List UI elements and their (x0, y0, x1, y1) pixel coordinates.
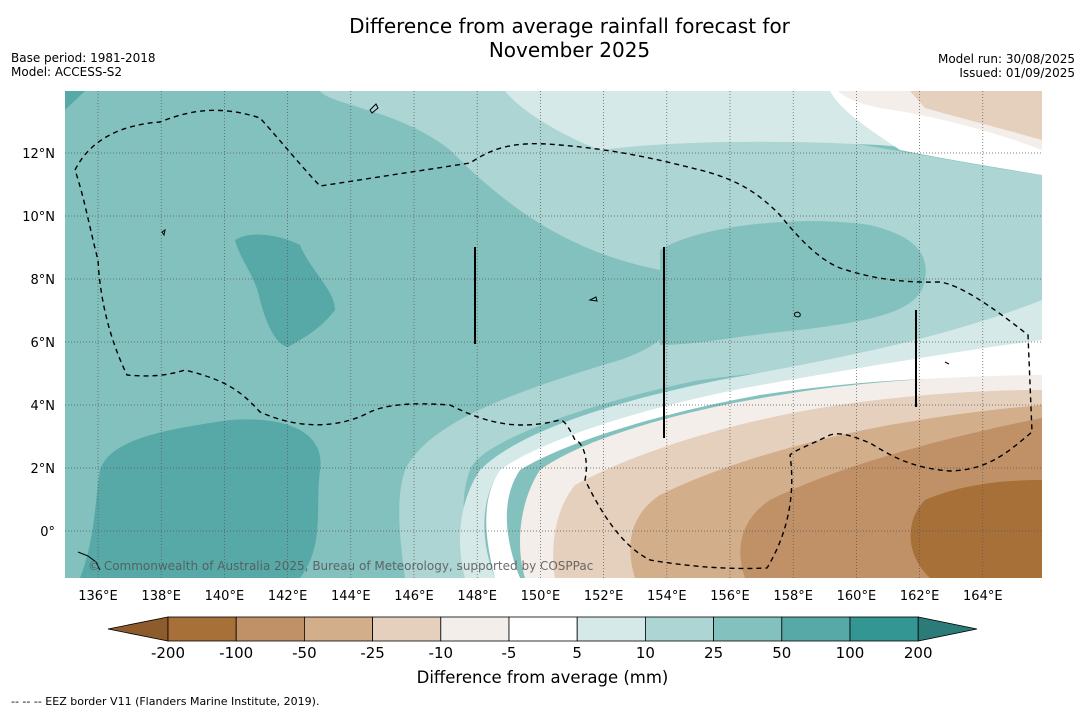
colorbar-tick-label: 50 (772, 644, 791, 662)
colorbar-tick-label: -10 (429, 644, 454, 662)
lat-label: 10°N (22, 210, 55, 225)
lon-label: 144°E (331, 589, 371, 604)
lon-label: 160°E (837, 589, 877, 604)
lat-label: 6°N (31, 336, 56, 351)
lon-label: 158°E (773, 589, 813, 604)
colorbar-tick-label: 25 (704, 644, 723, 662)
meta-left: Base period: 1981-2018 Model: ACCESS-S2 (11, 51, 156, 79)
island (588, 296, 598, 302)
lon-label: 138°E (141, 589, 181, 604)
colorbar-swatch (440, 616, 510, 642)
islands (77, 103, 950, 571)
lon-label: 162°E (900, 589, 940, 604)
colorbar-tick-label: -5 (502, 644, 517, 662)
lat-label: 4°N (31, 399, 56, 414)
colorbar-swatch (167, 616, 237, 642)
lat-label: 2°N (31, 462, 56, 477)
field-minus100-200 (910, 480, 1042, 578)
colorbar-swatch (645, 616, 715, 642)
colorbar-tick-label: 10 (636, 644, 655, 662)
colorbar-tick-label: 100 (836, 644, 865, 662)
colorbar-extend-high (917, 616, 978, 642)
copyright-text: © Commonwealth of Australia 2025, Bureau… (88, 559, 593, 573)
map-title: Difference from average rainfall forecas… (0, 14, 1085, 62)
eez-border (74, 109, 1033, 570)
lon-label: 156°E (710, 589, 750, 604)
island (944, 361, 950, 365)
lon-label: 148°E (457, 589, 497, 604)
island (161, 228, 166, 237)
eez-footnote: -- -- -- EEZ border V11 (Flanders Marine… (11, 695, 320, 708)
model-text: Model: ACCESS-S2 (11, 65, 123, 79)
field-50-100-center (235, 234, 335, 347)
title-line-2: November 2025 (488, 38, 651, 62)
colorbar-swatch (508, 616, 578, 642)
latitude-labels: 12°N 10°N 8°N 6°N 4°N 2°N 0° (22, 147, 55, 540)
field-minus10-25-north (910, 91, 1042, 140)
lon-label: 150°E (521, 589, 561, 604)
colorbar: -200 -100 -50 -25 -10 -5 5 10 25 50 100 200 (107, 616, 978, 662)
lon-label: 152°E (584, 589, 624, 604)
colorbar-swatch (303, 616, 373, 642)
island (369, 103, 379, 114)
colorbar-swatch (849, 616, 919, 642)
island (77, 551, 101, 571)
colorbar-swatch (713, 616, 783, 642)
island (794, 311, 801, 318)
field-near-avg-south (486, 340, 1042, 578)
colorbar-tick-label: 5 (572, 644, 582, 662)
meta-right: Model run: 30/08/2025 Issued: 01/09/2025 (938, 52, 1075, 80)
base-period-text: Base period: 1981-2018 (11, 51, 156, 65)
colorbar-swatch (235, 616, 305, 642)
lon-label: 146°E (394, 589, 434, 604)
colorbar-extend-low (107, 616, 169, 642)
title-line-1: Difference from average rainfall forecas… (349, 14, 790, 38)
lat-label: 8°N (31, 273, 56, 288)
model-run-text: Model run: 30/08/2025 (937, 52, 1075, 66)
colorbar-tick-label: -200 (151, 644, 185, 662)
field-50-100-corner (65, 91, 85, 110)
colorbar-tick-label: -100 (219, 644, 253, 662)
colorbar-tick-label: -50 (292, 644, 317, 662)
divider-lines (474, 247, 917, 438)
colorbar-swatch (372, 616, 442, 642)
lon-label: 140°E (205, 589, 245, 604)
map-field: © Commonwealth of Australia 2025, Bureau… (65, 91, 1042, 578)
graticule (65, 91, 1042, 578)
lon-label: 164°E (963, 589, 1003, 604)
colorbar-tick-label: 200 (904, 644, 933, 662)
lon-label: 154°E (647, 589, 687, 604)
colorbar-title: Difference from average (mm) (416, 668, 669, 687)
colorbar-swatch (781, 616, 851, 642)
field-50-100-south (80, 419, 321, 578)
colorbar-swatch (576, 616, 646, 642)
issued-text: Issued: 01/09/2025 (959, 66, 1075, 80)
lon-label: 142°E (268, 589, 308, 604)
lat-label: 12°N (22, 147, 55, 162)
lon-label: 136°E (78, 589, 118, 604)
lat-label: 0° (40, 525, 55, 540)
longitude-labels: 136°E 138°E 140°E 142°E 144°E 146°E 148°E 150°E… (78, 589, 1002, 604)
colorbar-tick-label: -25 (360, 644, 385, 662)
